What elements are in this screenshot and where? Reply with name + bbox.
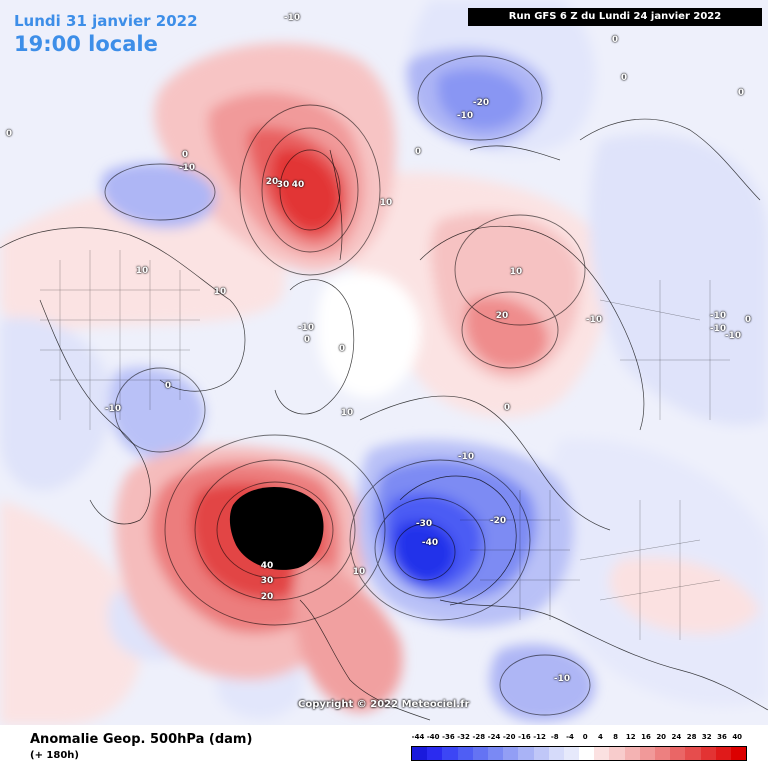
- contour-label: 0: [414, 147, 422, 157]
- contour-label: -10: [104, 404, 122, 414]
- contour-label: 40: [260, 561, 274, 571]
- forecast-date: Lundi 31 janvier 2022: [14, 12, 198, 30]
- contour-label: 0: [181, 150, 189, 160]
- contour-label: 0: [620, 73, 628, 83]
- colorbar-swatch: [518, 747, 534, 760]
- contour-label: -10: [585, 315, 603, 325]
- contour-label: -10: [283, 13, 301, 23]
- colorbar-swatch: [533, 747, 549, 760]
- contour-label: 0: [338, 344, 346, 354]
- colorbar-tick-label: -4: [566, 733, 574, 741]
- colorbar-tick-label: 0: [582, 733, 588, 741]
- colorbar-tick-label: -8: [550, 733, 559, 741]
- contour-label: 40: [291, 180, 305, 190]
- contour-label: 0: [737, 88, 745, 98]
- colorbar-swatch: [472, 747, 488, 760]
- colorbar-swatch: [427, 747, 443, 760]
- contour-label: -30: [415, 519, 433, 529]
- run-info: Run GFS 6 Z du Lundi 24 janvier 2022: [468, 8, 762, 26]
- colorbar-tick-label: -36: [442, 733, 455, 741]
- contour-label: 0: [164, 381, 172, 391]
- colorbar-swatch: [442, 747, 458, 760]
- contour-label: -40: [421, 538, 439, 548]
- colorbar-tick-label: 32: [701, 733, 712, 741]
- colorbar-tick-label: 24: [671, 733, 682, 741]
- colorbar-swatch: [548, 747, 564, 760]
- contour-label: 10: [135, 266, 149, 276]
- contour-label: -10: [709, 311, 727, 321]
- contour-label: -10: [724, 331, 742, 341]
- colorbar-swatch: [639, 747, 655, 760]
- contour-label: 0: [503, 403, 511, 413]
- colorbar-tick-label: 4: [597, 733, 603, 741]
- colorbar-tick-label: -24: [487, 733, 501, 741]
- colorbar-tick-label: -28: [472, 733, 486, 741]
- colorbar-tick-label: 20: [656, 733, 667, 741]
- country-borders: [40, 250, 730, 640]
- colorbar-swatch: [655, 747, 671, 760]
- colorbar-swatch: [563, 747, 580, 760]
- contour-label: -10: [457, 452, 475, 462]
- contour-label: -10: [178, 163, 196, 173]
- contour-label: 0: [611, 35, 619, 45]
- colorbar-tick-label: 40: [732, 733, 743, 741]
- colorbar-swatch: [487, 747, 504, 760]
- colorbar-tick-label: 8: [613, 733, 619, 741]
- contour-label: 10: [509, 267, 523, 277]
- contour-label: 10: [352, 567, 366, 577]
- colorbar: [411, 746, 748, 761]
- contour-label: 10: [379, 198, 393, 208]
- colorbar-tick-label: 36: [717, 733, 727, 741]
- colorbar-tick-label: -44: [411, 733, 425, 741]
- contour-label: -20: [489, 516, 507, 526]
- colorbar-tick-label: -32: [457, 733, 470, 741]
- colorbar-tick-label: 12: [625, 733, 636, 741]
- contour-label: -10: [709, 324, 727, 334]
- colorbar-swatch: [700, 747, 716, 760]
- contour-label: 0: [303, 335, 311, 345]
- contour-label: -10: [456, 111, 474, 121]
- colorbar-tick-label: -16: [518, 733, 531, 741]
- colorbar-swatch: [579, 747, 595, 760]
- contour-label: 20: [260, 592, 274, 602]
- colorbar-tick-label: -20: [502, 733, 516, 741]
- colorbar-tick-label: 28: [686, 733, 697, 741]
- contour-label: 0: [5, 129, 13, 139]
- anomaly-field: [0, 0, 768, 725]
- contour-lines: [104, 55, 591, 716]
- contour-label: -10: [553, 674, 571, 684]
- copyright: Copyright © 2022 Meteociel.fr: [298, 699, 470, 710]
- colorbar-swatch: [594, 747, 610, 760]
- forecast-lead: (+ 180h): [30, 750, 79, 761]
- colorbar-tick-label: 16: [641, 733, 651, 741]
- colorbar-swatch: [715, 747, 731, 760]
- contour-label: -10: [297, 323, 315, 333]
- colorbar-tick-label: -12: [533, 733, 546, 741]
- colorbar-swatch: [412, 747, 428, 760]
- colorbar-swatch: [670, 747, 686, 760]
- map-title: Anomalie Geop. 500hPa (dam): [30, 732, 253, 747]
- contour-label: 20: [265, 177, 279, 187]
- contour-label: 30: [260, 576, 274, 586]
- colorbar-swatch: [685, 747, 701, 760]
- contour-label: 10: [340, 408, 354, 418]
- contour-label: -20: [472, 98, 490, 108]
- contour-label: 30: [276, 180, 290, 190]
- colorbar-tick-label: -40: [426, 733, 440, 741]
- forecast-time: 19:00 locale: [14, 32, 158, 56]
- contour-label: 10: [213, 287, 227, 297]
- max-anomaly-core: [229, 486, 324, 570]
- coastlines: [0, 118, 768, 721]
- contour-label: 20: [495, 311, 509, 321]
- colorbar-swatch: [609, 747, 625, 760]
- colorbar-swatch: [624, 747, 640, 760]
- colorbar-swatch: [503, 747, 519, 760]
- contour-label: 0: [744, 315, 752, 325]
- colorbar-swatch: [457, 747, 473, 760]
- colorbar-swatch: [730, 747, 747, 760]
